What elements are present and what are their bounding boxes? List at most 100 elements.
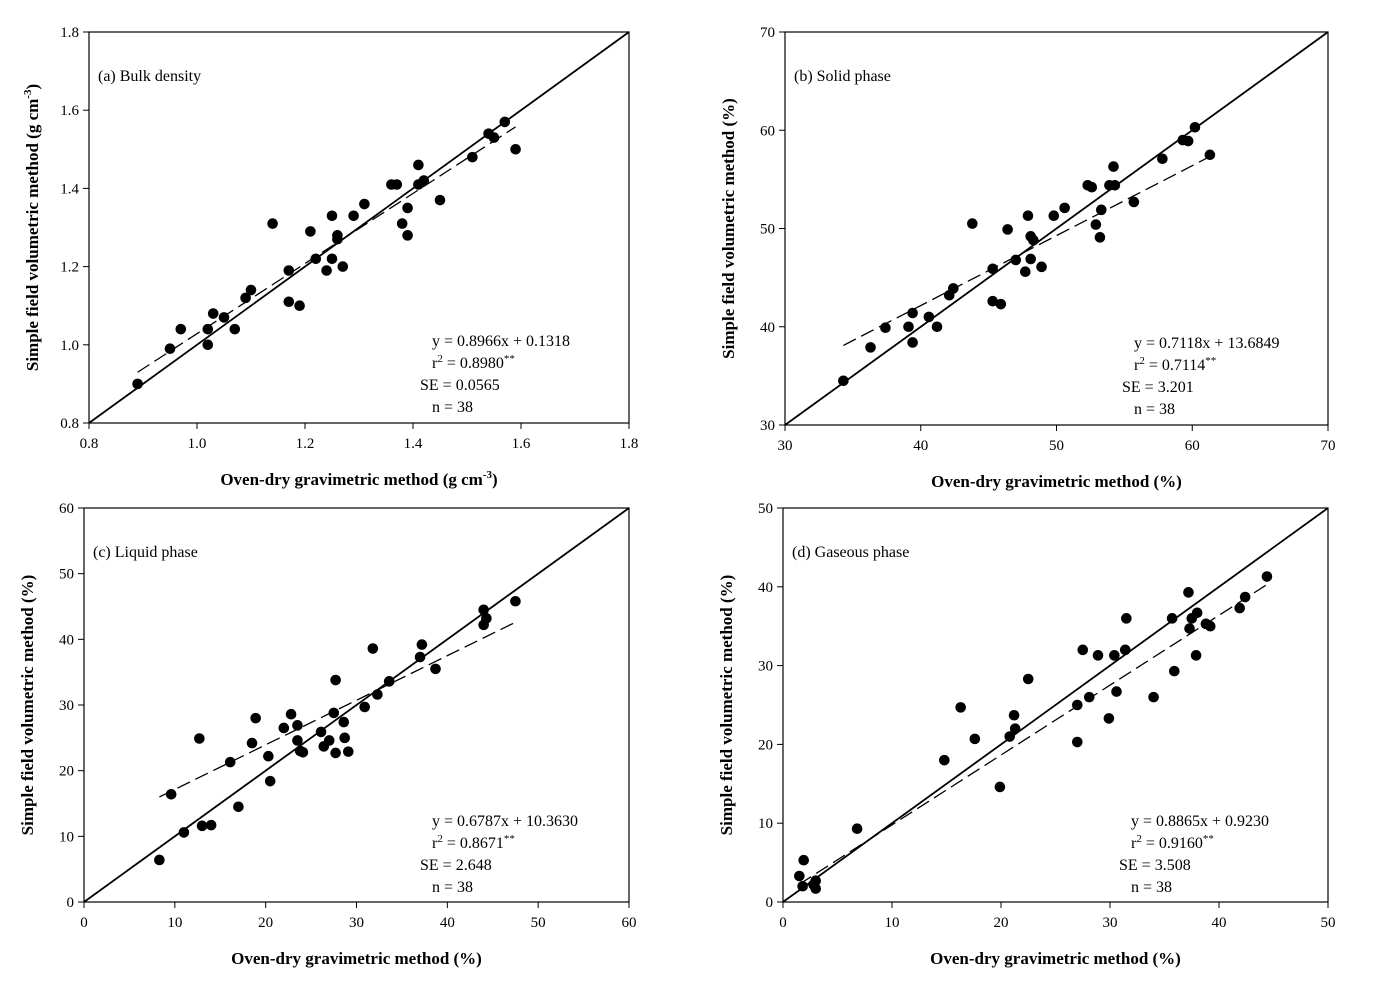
x-axis-label: Oven-dry gravimetric method (%): [930, 949, 1181, 968]
data-point: [250, 712, 261, 724]
data-point: [245, 284, 257, 296]
data-point: [359, 701, 370, 713]
data-point: [332, 233, 343, 245]
y-tick-label: 50: [758, 501, 773, 517]
data-point: [851, 823, 863, 835]
data-point: [1239, 591, 1251, 603]
data-point: [413, 159, 424, 171]
data-point: [202, 339, 214, 351]
x-tick-label: 40: [440, 915, 455, 931]
data-point: [416, 639, 428, 650]
data-point: [292, 720, 303, 731]
data-point: [987, 263, 998, 275]
panel-b: 30 40 50 60 70 30 40 50 60 70 (b) Solid phase y = 0…: [719, 25, 1336, 491]
x-tick-label: 40: [913, 438, 928, 454]
data-point: [278, 722, 290, 734]
data-point: [305, 226, 316, 237]
data-point: [246, 737, 258, 749]
y-tick-label: 40: [758, 580, 773, 596]
panel-title: (c) Liquid phase: [93, 544, 198, 561]
data-point: [903, 321, 914, 333]
data-point: [1010, 254, 1022, 266]
data-point: [297, 746, 309, 758]
standard-error: SE = 0.0565: [420, 377, 500, 394]
x-tick-label: 1.4: [404, 436, 423, 452]
x-tick-label: 30: [349, 915, 364, 931]
data-point: [1189, 122, 1201, 133]
x-axis-label: Oven-dry gravimetric method (g cm-3): [220, 469, 497, 489]
data-point: [510, 595, 521, 607]
data-point: [294, 300, 305, 312]
y-tick-label: 40: [59, 632, 74, 648]
data-point: [880, 322, 891, 334]
regression-equation: y = 0.8865x + 0.9230: [1131, 813, 1269, 830]
data-point: [1072, 699, 1083, 711]
data-point: [1083, 691, 1095, 703]
data-point: [330, 674, 341, 686]
data-point: [402, 202, 413, 214]
data-point: [367, 643, 379, 654]
x-tick-label: 1.6: [512, 436, 531, 452]
r-squared: r2 = 0.8980**: [432, 353, 515, 372]
data-point: [396, 218, 408, 229]
data-point: [164, 343, 176, 355]
data-point: [923, 311, 935, 323]
regression-equation: y = 0.8966x + 0.1318: [432, 333, 570, 350]
data-point: [967, 218, 978, 229]
data-point: [326, 210, 338, 222]
data-point: [430, 663, 441, 675]
data-point: [264, 775, 276, 787]
r-squared: r2 = 0.9160**: [1131, 833, 1214, 852]
data-point: [1077, 644, 1089, 656]
data-point: [267, 218, 278, 229]
data-point: [321, 265, 332, 276]
data-point: [1025, 253, 1037, 265]
panel-d: 0 10 20 30 40 50 0 10 20 30 40 50 (d) Gaseous phase y…: [717, 501, 1336, 968]
y-axis-label: Simple field volumetric method (g cm-3): [22, 84, 42, 371]
data-point: [939, 754, 950, 766]
one-to-one-line: [784, 31, 1329, 426]
data-point: [233, 801, 244, 813]
data-point: [1059, 202, 1070, 214]
y-tick-label: 30: [59, 698, 74, 714]
data-point: [510, 144, 521, 155]
y-tick-label: 20: [758, 737, 773, 753]
y-tick-label: 50: [59, 567, 74, 583]
data-point: [1190, 650, 1202, 661]
data-point: [1234, 602, 1246, 614]
y-tick-label: 1.4: [60, 181, 79, 197]
data-point: [1004, 731, 1016, 742]
data-point: [1148, 691, 1159, 703]
data-point: [328, 707, 340, 719]
x-tick-label: 20: [258, 915, 273, 931]
y-tick-label: 30: [760, 418, 775, 434]
data-point: [1092, 650, 1104, 661]
sample-size: n = 38: [432, 879, 473, 896]
one-to-one-line: [88, 31, 630, 424]
data-point: [383, 676, 395, 687]
y-tick-label: 1.6: [60, 103, 79, 119]
data-point: [1261, 571, 1273, 582]
data-point: [1002, 224, 1013, 235]
x-tick-label: 0: [779, 915, 787, 931]
y-tick-label: 1.8: [60, 25, 79, 41]
data-point: [1121, 613, 1132, 624]
data-point: [224, 756, 236, 768]
data-point: [994, 781, 1006, 793]
plot-frame: [782, 507, 1329, 903]
y-tick-label: 10: [758, 816, 773, 832]
data-point: [283, 265, 295, 276]
y-tick-label: 40: [760, 320, 775, 336]
sample-size: n = 38: [432, 399, 473, 416]
data-point: [202, 323, 214, 335]
data-point: [1048, 210, 1060, 222]
data-point: [995, 298, 1007, 310]
data-point: [797, 880, 808, 892]
data-point: [414, 651, 426, 663]
data-point: [194, 733, 205, 744]
data-point: [1036, 261, 1047, 273]
data-point: [1128, 196, 1140, 208]
data-point: [1183, 587, 1194, 598]
x-tick-label: 1.2: [296, 436, 315, 452]
